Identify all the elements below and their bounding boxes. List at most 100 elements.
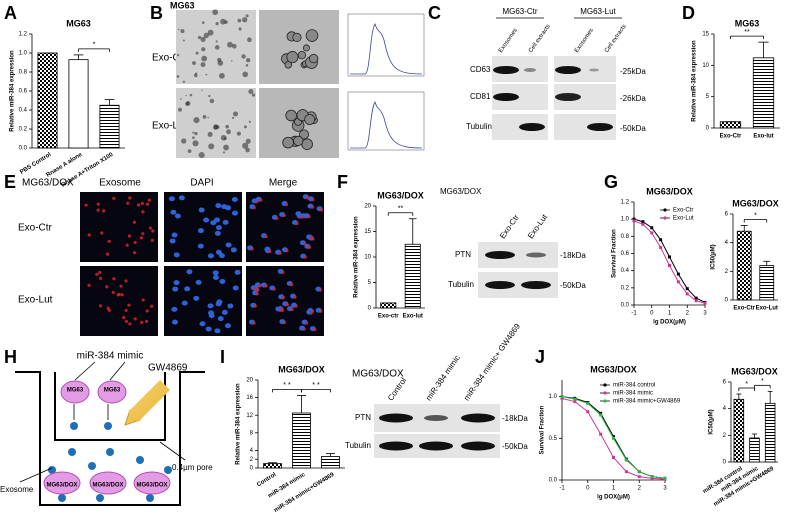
chart-title: MG63/DOX [278, 364, 325, 374]
exosome-signal [120, 293, 124, 297]
column-label: miR-384 mimic [424, 353, 462, 402]
exosome-signal [309, 236, 313, 240]
exosome-signal [140, 201, 144, 206]
exosome-signal [87, 283, 91, 287]
particle [181, 138, 187, 144]
nucleus [221, 309, 228, 315]
exosome-signal [111, 290, 115, 295]
exosome-signal [145, 202, 150, 206]
exosome-signal [253, 304, 257, 308]
exosome-signal [98, 270, 102, 275]
tem-images [176, 9, 425, 159]
y-tick-label: 6 [723, 380, 727, 386]
bar [37, 52, 58, 149]
nucleus [218, 253, 225, 259]
size-label: -18kDa [502, 414, 528, 423]
exosome-signal [105, 285, 109, 289]
particle [207, 116, 209, 119]
row-label: Tubulin [345, 441, 371, 450]
nucleus [198, 207, 205, 213]
exosome-signal [307, 245, 311, 250]
data-point [703, 301, 707, 305]
particle [180, 29, 185, 34]
spectrum-curve [350, 23, 423, 75]
particle [214, 45, 220, 50]
fluor-image [246, 266, 324, 336]
particle [198, 151, 205, 159]
particle [202, 115, 207, 119]
data-point [641, 222, 645, 226]
nucleus [205, 326, 212, 332]
x-tick-label: 3 [703, 311, 707, 317]
vesicle [305, 29, 319, 42]
y-tick-label: 0.6 [621, 251, 630, 257]
nucleus [214, 230, 221, 236]
bar [99, 104, 120, 149]
particle [192, 131, 195, 134]
particle [237, 18, 242, 23]
particle [194, 72, 198, 75]
particle [238, 27, 242, 31]
x-tick-label: -1 [559, 486, 565, 492]
data-point [676, 272, 680, 276]
exosome-signal [272, 287, 276, 291]
data-point [612, 456, 615, 459]
bar [321, 456, 340, 469]
vesicle [301, 138, 313, 150]
exosome-signal [290, 282, 294, 287]
nucleus [221, 204, 228, 210]
nucleus [169, 238, 176, 244]
x-tick-label: Exo-Ctr [720, 134, 742, 140]
particle [227, 41, 233, 48]
exosome-signal [252, 321, 256, 325]
size-label: -18kDa [560, 251, 586, 260]
particle [208, 94, 211, 98]
data-point [573, 400, 577, 404]
exosome-signal [281, 270, 285, 275]
y-tick-label: 15 [702, 32, 709, 38]
nucleus [207, 310, 214, 316]
particle [247, 37, 252, 43]
exosome-signal [285, 249, 289, 253]
data-point [650, 231, 654, 235]
x-tick-label: 2 [686, 311, 690, 317]
nucleus [222, 219, 229, 225]
size-label: -26kDa [620, 94, 646, 103]
particle [245, 63, 249, 67]
y-tick-label: 0 [368, 306, 372, 312]
particle [245, 138, 251, 144]
nucleus [227, 303, 234, 309]
exosome-signal [101, 209, 106, 213]
exosome-signal [107, 308, 111, 312]
nucleus [174, 213, 181, 219]
y-tick-label: 0.5 [549, 436, 558, 442]
nucleus [212, 274, 219, 280]
exosome-signal [252, 206, 256, 210]
particle [182, 80, 186, 83]
significance-label: * [745, 381, 748, 388]
row-label: Tubulin [466, 122, 492, 131]
particle [205, 73, 208, 76]
exosome-signal [313, 328, 317, 332]
y-axis-label: Relative miR-384 expression [354, 216, 360, 298]
panel-letter: J [535, 347, 545, 367]
y-tick-label: 0.8 [19, 70, 28, 76]
exosome-signal [293, 295, 297, 299]
exosome-signal [87, 233, 91, 237]
particle [226, 129, 231, 135]
vesicle [286, 51, 299, 64]
exosome-signal [254, 287, 258, 291]
data-point [676, 280, 680, 284]
exosome-signal [95, 272, 99, 276]
row-label: Exo-Lut [18, 295, 53, 306]
panel-letter: A [4, 3, 17, 23]
y-axis-label: Relative miR-384 expression [692, 40, 698, 122]
row-label: PTN [455, 250, 471, 259]
exosome-signal [275, 216, 279, 220]
y-axis-label: Survival Fraction [540, 405, 546, 454]
particle [182, 39, 185, 42]
legend-label: Exo-Ctr [673, 208, 693, 214]
x-tick-label: 0 [586, 486, 590, 492]
exosome-signal [141, 298, 145, 302]
